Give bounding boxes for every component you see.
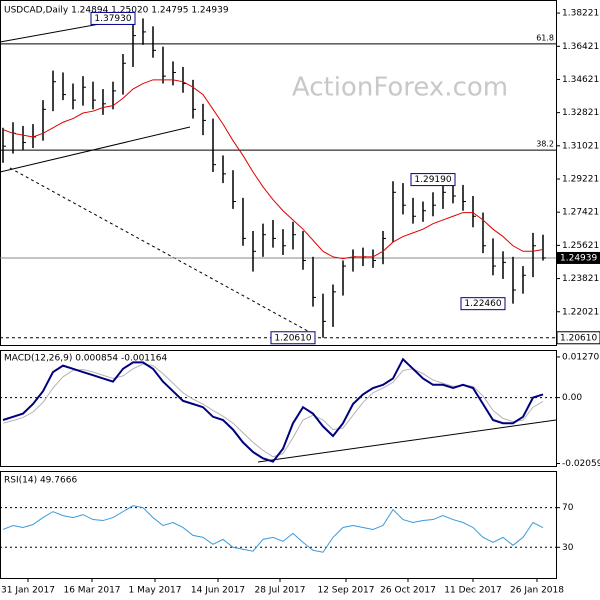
y-tick-label: 1.34621 [562,75,599,85]
x-tick-label: 12 Sep 2017 [317,586,374,596]
y-tick-label: 1.23821 [562,274,599,284]
panel-title: MACD(12,26,9) 0.000854 -0.001164 [4,354,167,364]
annotation-box [460,297,506,311]
y-tick-label: 1.31021 [562,141,599,151]
y-tick-label: 70 [562,503,574,513]
trend-line [257,419,557,463]
annotation-label: 1.37930 [94,14,131,24]
annotation-box [270,331,316,345]
series-line [2,357,544,463]
annotation-box [410,173,456,187]
x-tick-label: 1 May 2017 [129,586,182,596]
axis-price-label: 1.20610 [560,333,597,343]
series-line [2,363,544,458]
y-tick-label: 1.22021 [562,307,599,317]
y-tick-label: 1.29221 [562,175,599,185]
trend-line [0,126,191,173]
last-price-label: 1.24939 [560,253,597,263]
y-tick-label: 0.00 [562,393,582,403]
y-tick-label: 1.32821 [562,108,599,118]
y-tick-label: 1.27421 [562,208,599,218]
axis-label-box [557,251,600,264]
y-tick-label: 1.25621 [562,241,599,251]
y-tick-label: 0.012707 [562,352,600,362]
x-tick-label: 31 Jan 2017 [1,586,55,596]
x-tick-label: 26 Oct 2017 [380,586,436,596]
y-tick-label: 1.36421 [562,42,599,52]
rsi-panel [0,471,557,579]
panel-title: RSI(14) 49.7666 [4,476,77,486]
x-tick-label: 16 Mar 2017 [63,586,120,596]
annotation-label: 1.22460 [464,299,501,309]
y-tick-label: -0.020599 [562,459,600,469]
chart-title: USDCAD,Daily 1.24894 1.25020 1.24795 1.2… [4,6,229,16]
trend-line [9,167,316,336]
x-tick-label: 26 Jan 2018 [510,586,564,596]
series-line [2,505,544,553]
y-tick-label: 30 [562,543,574,553]
annotation-box [90,11,136,25]
x-tick-label: 11 Dec 2017 [444,586,502,596]
price-panel [0,0,557,346]
macd-panel [0,350,557,467]
annotation-label: 1.20610 [274,333,311,343]
moving-average [2,79,544,260]
y-tick-label: 1.38221 [562,9,599,19]
x-tick-label: 14 Jun 2017 [191,586,245,596]
axis-label-box [556,331,600,345]
watermark: ActionForex.com [292,73,508,103]
fib-label: 38.2 [536,140,554,149]
x-tick-label: 28 Jul 2017 [255,586,306,596]
fib-label: 61.8 [536,33,554,42]
annotation-label: 1.29190 [414,175,451,185]
